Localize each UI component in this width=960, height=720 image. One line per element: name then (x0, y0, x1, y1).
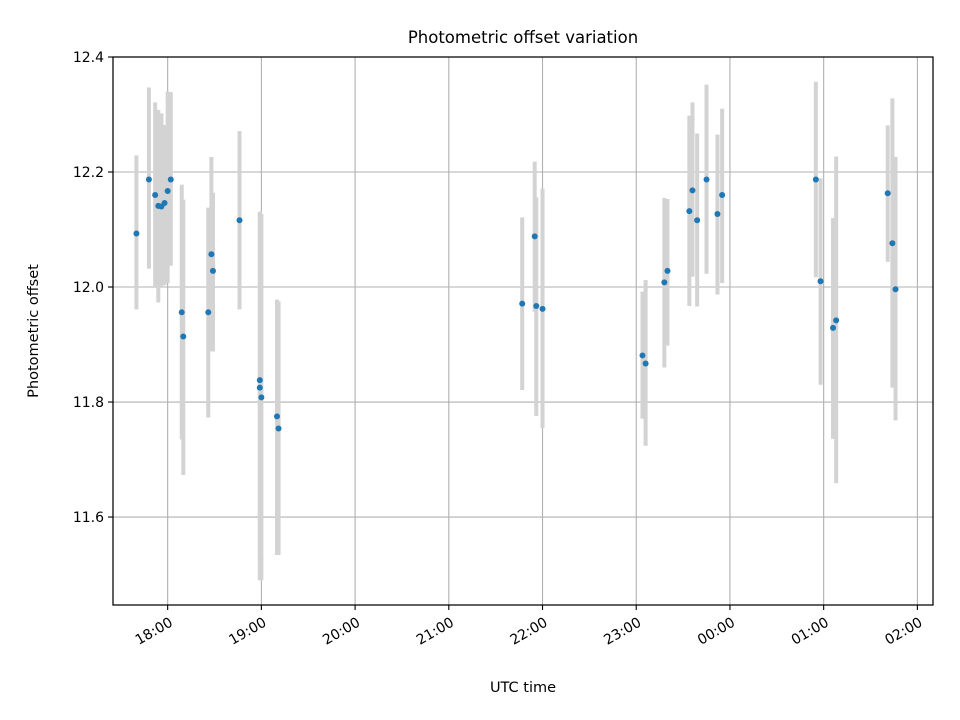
data-point (531, 233, 538, 240)
data-points (133, 176, 899, 432)
data-point (274, 413, 280, 420)
y-tick-label: 11.8 (73, 395, 104, 411)
data-point (519, 300, 526, 307)
data-point (133, 230, 140, 237)
plot-frame (112, 56, 934, 606)
y-tick-label: 12.0 (73, 280, 104, 296)
data-point (714, 210, 721, 217)
data-point (664, 267, 671, 274)
data-point (256, 384, 263, 391)
data-point (256, 377, 263, 384)
data-point (178, 309, 185, 316)
data-point (205, 309, 212, 316)
data-point (539, 305, 546, 312)
data-point (830, 324, 837, 331)
data-point (812, 176, 819, 183)
data-point (661, 279, 668, 286)
data-point (167, 176, 174, 183)
y-axis-label: Photometric offset (26, 264, 42, 398)
data-point (884, 190, 891, 197)
y-tick-label: 12.4 (73, 50, 104, 66)
data-point (686, 208, 693, 215)
data-point (817, 278, 824, 285)
data-point (258, 394, 265, 401)
data-point (152, 192, 159, 199)
data-point (180, 333, 187, 340)
y-tick-label: 11.6 (73, 510, 104, 526)
data-point (689, 187, 696, 194)
y-tick-label: 12.2 (73, 165, 104, 181)
x-axis-label: UTC time (490, 680, 556, 696)
y-axis-ticks: 11.6 11.8 12.0 12.2 12.4 (73, 50, 113, 526)
data-point (719, 192, 726, 199)
data-point (642, 360, 649, 367)
data-point (209, 267, 216, 274)
data-point (833, 317, 840, 324)
chart-title: Photometric offset variation (408, 28, 638, 47)
data-point (236, 217, 243, 224)
data-point (275, 425, 282, 432)
data-point (164, 187, 171, 194)
data-point (892, 286, 899, 293)
data-point (694, 217, 701, 224)
data-point (208, 251, 215, 258)
data-point (889, 240, 896, 247)
data-point (703, 176, 710, 183)
data-point (161, 200, 168, 207)
data-point (639, 352, 646, 359)
data-point (533, 302, 540, 309)
data-point (145, 176, 152, 183)
